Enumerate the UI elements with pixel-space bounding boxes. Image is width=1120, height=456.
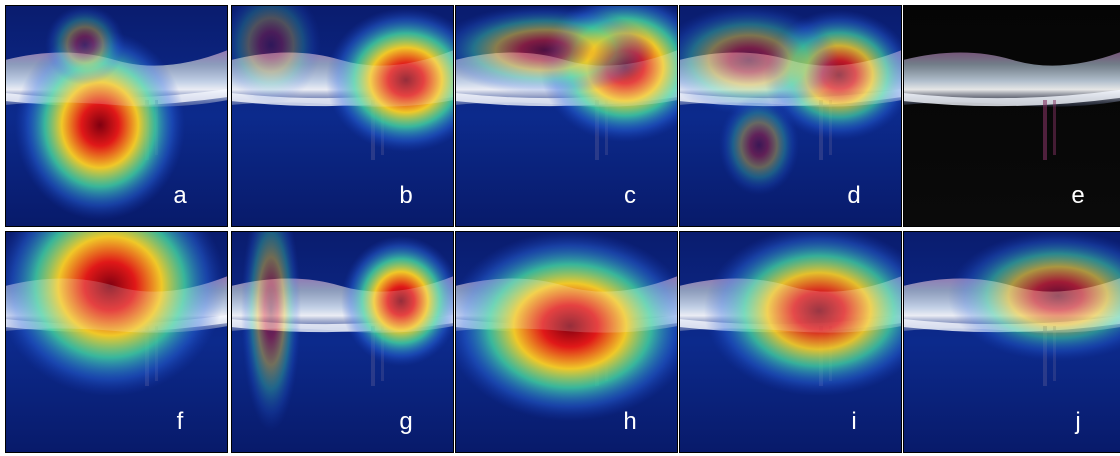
panel-label: h — [623, 408, 636, 435]
panel-label: c — [624, 182, 636, 209]
panel-label: b — [399, 182, 412, 209]
panel-label: e — [1071, 182, 1084, 209]
panel — [679, 5, 902, 227]
panel — [455, 231, 678, 453]
panel — [5, 5, 228, 227]
panel — [231, 231, 454, 453]
panel-label: j — [1074, 408, 1080, 435]
panel-label: g — [399, 408, 412, 435]
panel-label: a — [173, 182, 187, 209]
panel — [231, 5, 454, 227]
panel-label: i — [851, 408, 856, 435]
panel — [455, 5, 678, 227]
panel — [5, 231, 228, 453]
panel-label: d — [847, 182, 860, 209]
panel — [903, 5, 1120, 227]
panel — [679, 231, 902, 453]
panel — [903, 231, 1120, 453]
panel-label: f — [177, 408, 184, 435]
